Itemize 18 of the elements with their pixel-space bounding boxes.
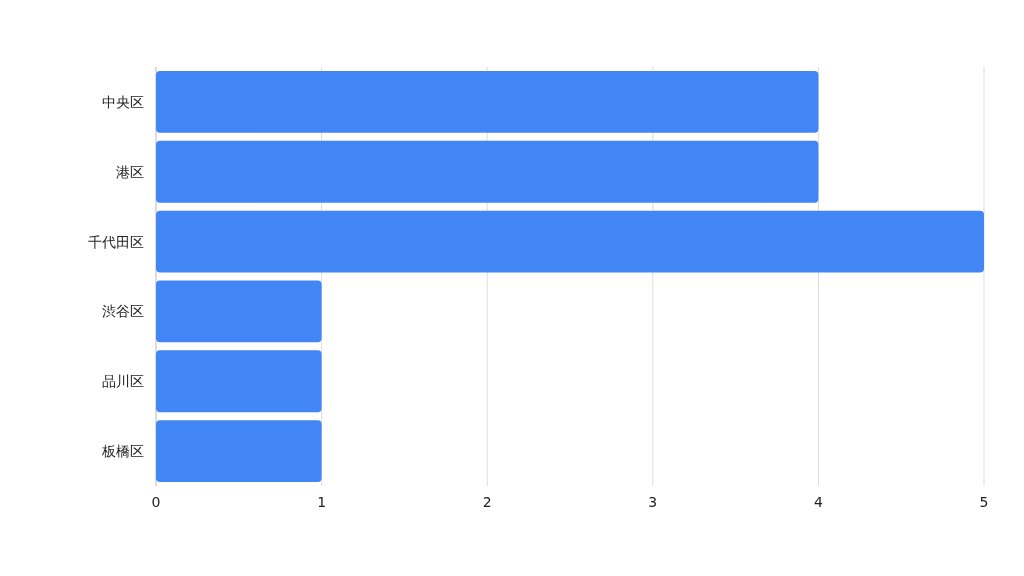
bar xyxy=(156,420,322,482)
bar xyxy=(156,350,322,413)
x-tick-label: 0 xyxy=(151,494,161,510)
bar xyxy=(156,71,819,133)
bar xyxy=(156,280,322,343)
x-tick-label: 3 xyxy=(648,494,658,510)
x-tick-label: 5 xyxy=(979,494,989,510)
y-tick-label: 中央区 xyxy=(102,93,144,110)
y-tick-label: 品川区 xyxy=(102,373,144,390)
y-tick-label: 板橋区 xyxy=(101,443,144,460)
x-tick-label: 2 xyxy=(482,494,492,510)
y-tick-label: 港区 xyxy=(116,163,144,180)
x-tick-label: 1 xyxy=(317,494,327,510)
bar xyxy=(156,210,984,273)
x-tick-label: 4 xyxy=(813,494,823,510)
y-tick-label: 千代田区 xyxy=(88,233,144,250)
bar xyxy=(156,140,819,203)
y-tick-label: 渋谷区 xyxy=(102,303,144,320)
